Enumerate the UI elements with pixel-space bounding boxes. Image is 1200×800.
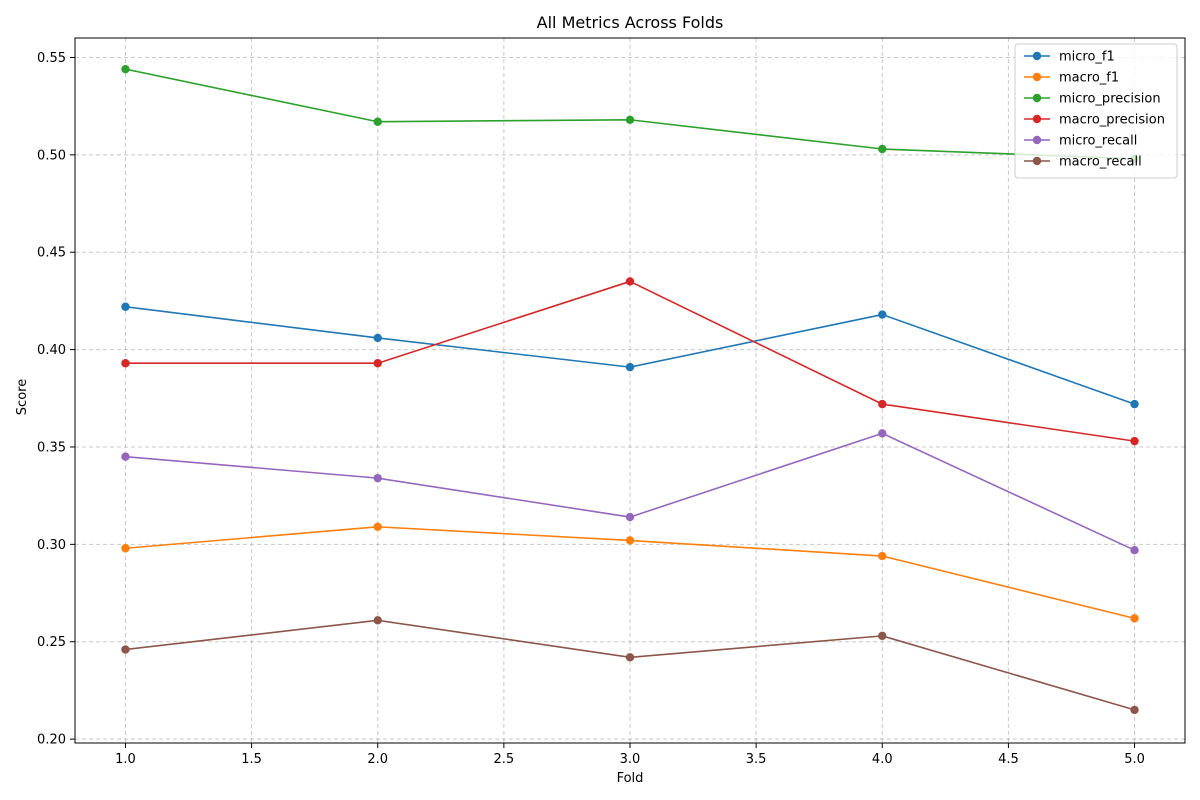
y-tick-label: 0.30 bbox=[37, 538, 66, 553]
series-macro_precision bbox=[121, 277, 1139, 446]
data-point-macro_recall bbox=[1130, 705, 1139, 715]
legend-label: micro_f1 bbox=[1059, 50, 1115, 65]
data-point-macro_f1 bbox=[121, 544, 130, 553]
x-tick-label: 3.5 bbox=[746, 752, 767, 767]
y-tick-label: 0.55 bbox=[37, 51, 66, 66]
series-micro_recall bbox=[121, 429, 1139, 555]
legend-swatch-marker bbox=[1032, 72, 1042, 82]
y-axis-label: Score bbox=[15, 379, 30, 415]
data-point-macro_precision bbox=[878, 399, 887, 409]
data-point-micro_f1 bbox=[625, 362, 635, 372]
legend-label: micro_recall bbox=[1059, 134, 1137, 149]
data-point-micro_precision bbox=[373, 117, 382, 126]
y-tick-label: 0.35 bbox=[37, 440, 66, 455]
data-point-macro_precision bbox=[121, 359, 130, 368]
data-point-macro_f1 bbox=[625, 536, 635, 545]
legend-swatch-marker bbox=[1032, 114, 1042, 124]
data-point-micro_f1 bbox=[121, 302, 130, 311]
x-tick-label: 1.0 bbox=[115, 752, 136, 767]
y-tick-label: 0.50 bbox=[37, 148, 66, 163]
data-point-macro_recall bbox=[121, 645, 130, 654]
x-tick-label: 2.0 bbox=[367, 752, 388, 767]
legend-swatch-marker bbox=[1032, 135, 1042, 145]
data-point-macro_recall bbox=[373, 616, 382, 625]
x-tick-label: 4.0 bbox=[872, 752, 893, 767]
legend-swatch-marker bbox=[1032, 156, 1042, 166]
y-tick-label: 0.20 bbox=[37, 733, 66, 748]
legend-item-macro_f1: macro_f1 bbox=[1024, 71, 1119, 86]
y-tick-label: 0.40 bbox=[37, 343, 66, 358]
axis-ticks: 1.0 1.5 2.0 2.5 3.0 3.5 4.0 4.5 5.0 0.20 0.25 0.30 0… bbox=[37, 51, 1145, 767]
x-tick-label: 3.0 bbox=[620, 752, 641, 767]
data-point-micro_precision bbox=[625, 115, 635, 124]
data-point-micro_recall bbox=[373, 473, 382, 483]
data-point-micro_f1 bbox=[878, 310, 887, 319]
legend-item-macro_precision: macro_precision bbox=[1024, 113, 1165, 128]
grid bbox=[75, 38, 1185, 743]
x-axis-label: Fold bbox=[617, 771, 644, 786]
legend-label: macro_precision bbox=[1059, 113, 1165, 128]
legend: micro_f1 macro_f1 micro_precision macro_pre… bbox=[1014, 43, 1178, 179]
series-micro_f1 bbox=[121, 302, 1139, 409]
data-point-macro_recall bbox=[625, 653, 635, 662]
legend-label: macro_recall bbox=[1059, 155, 1142, 170]
data-point-micro_precision bbox=[878, 144, 887, 154]
chart-title: All Metrics Across Folds bbox=[537, 13, 724, 32]
legend-item-micro_f1: micro_f1 bbox=[1024, 50, 1115, 65]
legend-swatch-marker bbox=[1032, 93, 1042, 103]
legend-item-micro_precision: micro_precision bbox=[1024, 92, 1161, 107]
legend-item-micro_recall: micro_recall bbox=[1024, 134, 1137, 149]
x-tick-label: 4.5 bbox=[998, 752, 1019, 767]
legend-swatch-marker bbox=[1032, 51, 1042, 61]
data-point-macro_f1 bbox=[878, 551, 887, 561]
legend-label: macro_f1 bbox=[1059, 71, 1119, 86]
y-tick-label: 0.25 bbox=[37, 635, 66, 650]
x-tick-label: 1.5 bbox=[241, 752, 262, 767]
series-layer bbox=[121, 64, 1139, 715]
data-point-macro_precision bbox=[1130, 436, 1139, 446]
data-point-micro_recall bbox=[121, 452, 130, 461]
data-point-macro_f1 bbox=[1130, 614, 1139, 623]
legend-item-macro_recall: macro_recall bbox=[1024, 155, 1142, 170]
x-tick-label: 2.5 bbox=[494, 752, 515, 767]
series-macro_recall bbox=[121, 616, 1139, 715]
data-point-macro_precision bbox=[373, 359, 382, 368]
x-tick-label: 5.0 bbox=[1124, 752, 1145, 767]
data-point-micro_recall bbox=[878, 429, 887, 438]
data-point-micro_f1 bbox=[1130, 399, 1139, 409]
data-point-micro_recall bbox=[1130, 545, 1139, 555]
data-point-macro_precision bbox=[625, 277, 635, 286]
data-point-micro_recall bbox=[625, 512, 635, 522]
legend-label: micro_precision bbox=[1059, 92, 1161, 107]
data-point-macro_f1 bbox=[373, 522, 382, 532]
y-tick-label: 0.45 bbox=[37, 246, 66, 261]
series-macro_f1 bbox=[121, 522, 1139, 623]
legend-box bbox=[1014, 43, 1178, 179]
data-point-micro_precision bbox=[121, 64, 130, 74]
data-point-macro_recall bbox=[878, 631, 887, 641]
data-point-micro_f1 bbox=[373, 333, 382, 343]
